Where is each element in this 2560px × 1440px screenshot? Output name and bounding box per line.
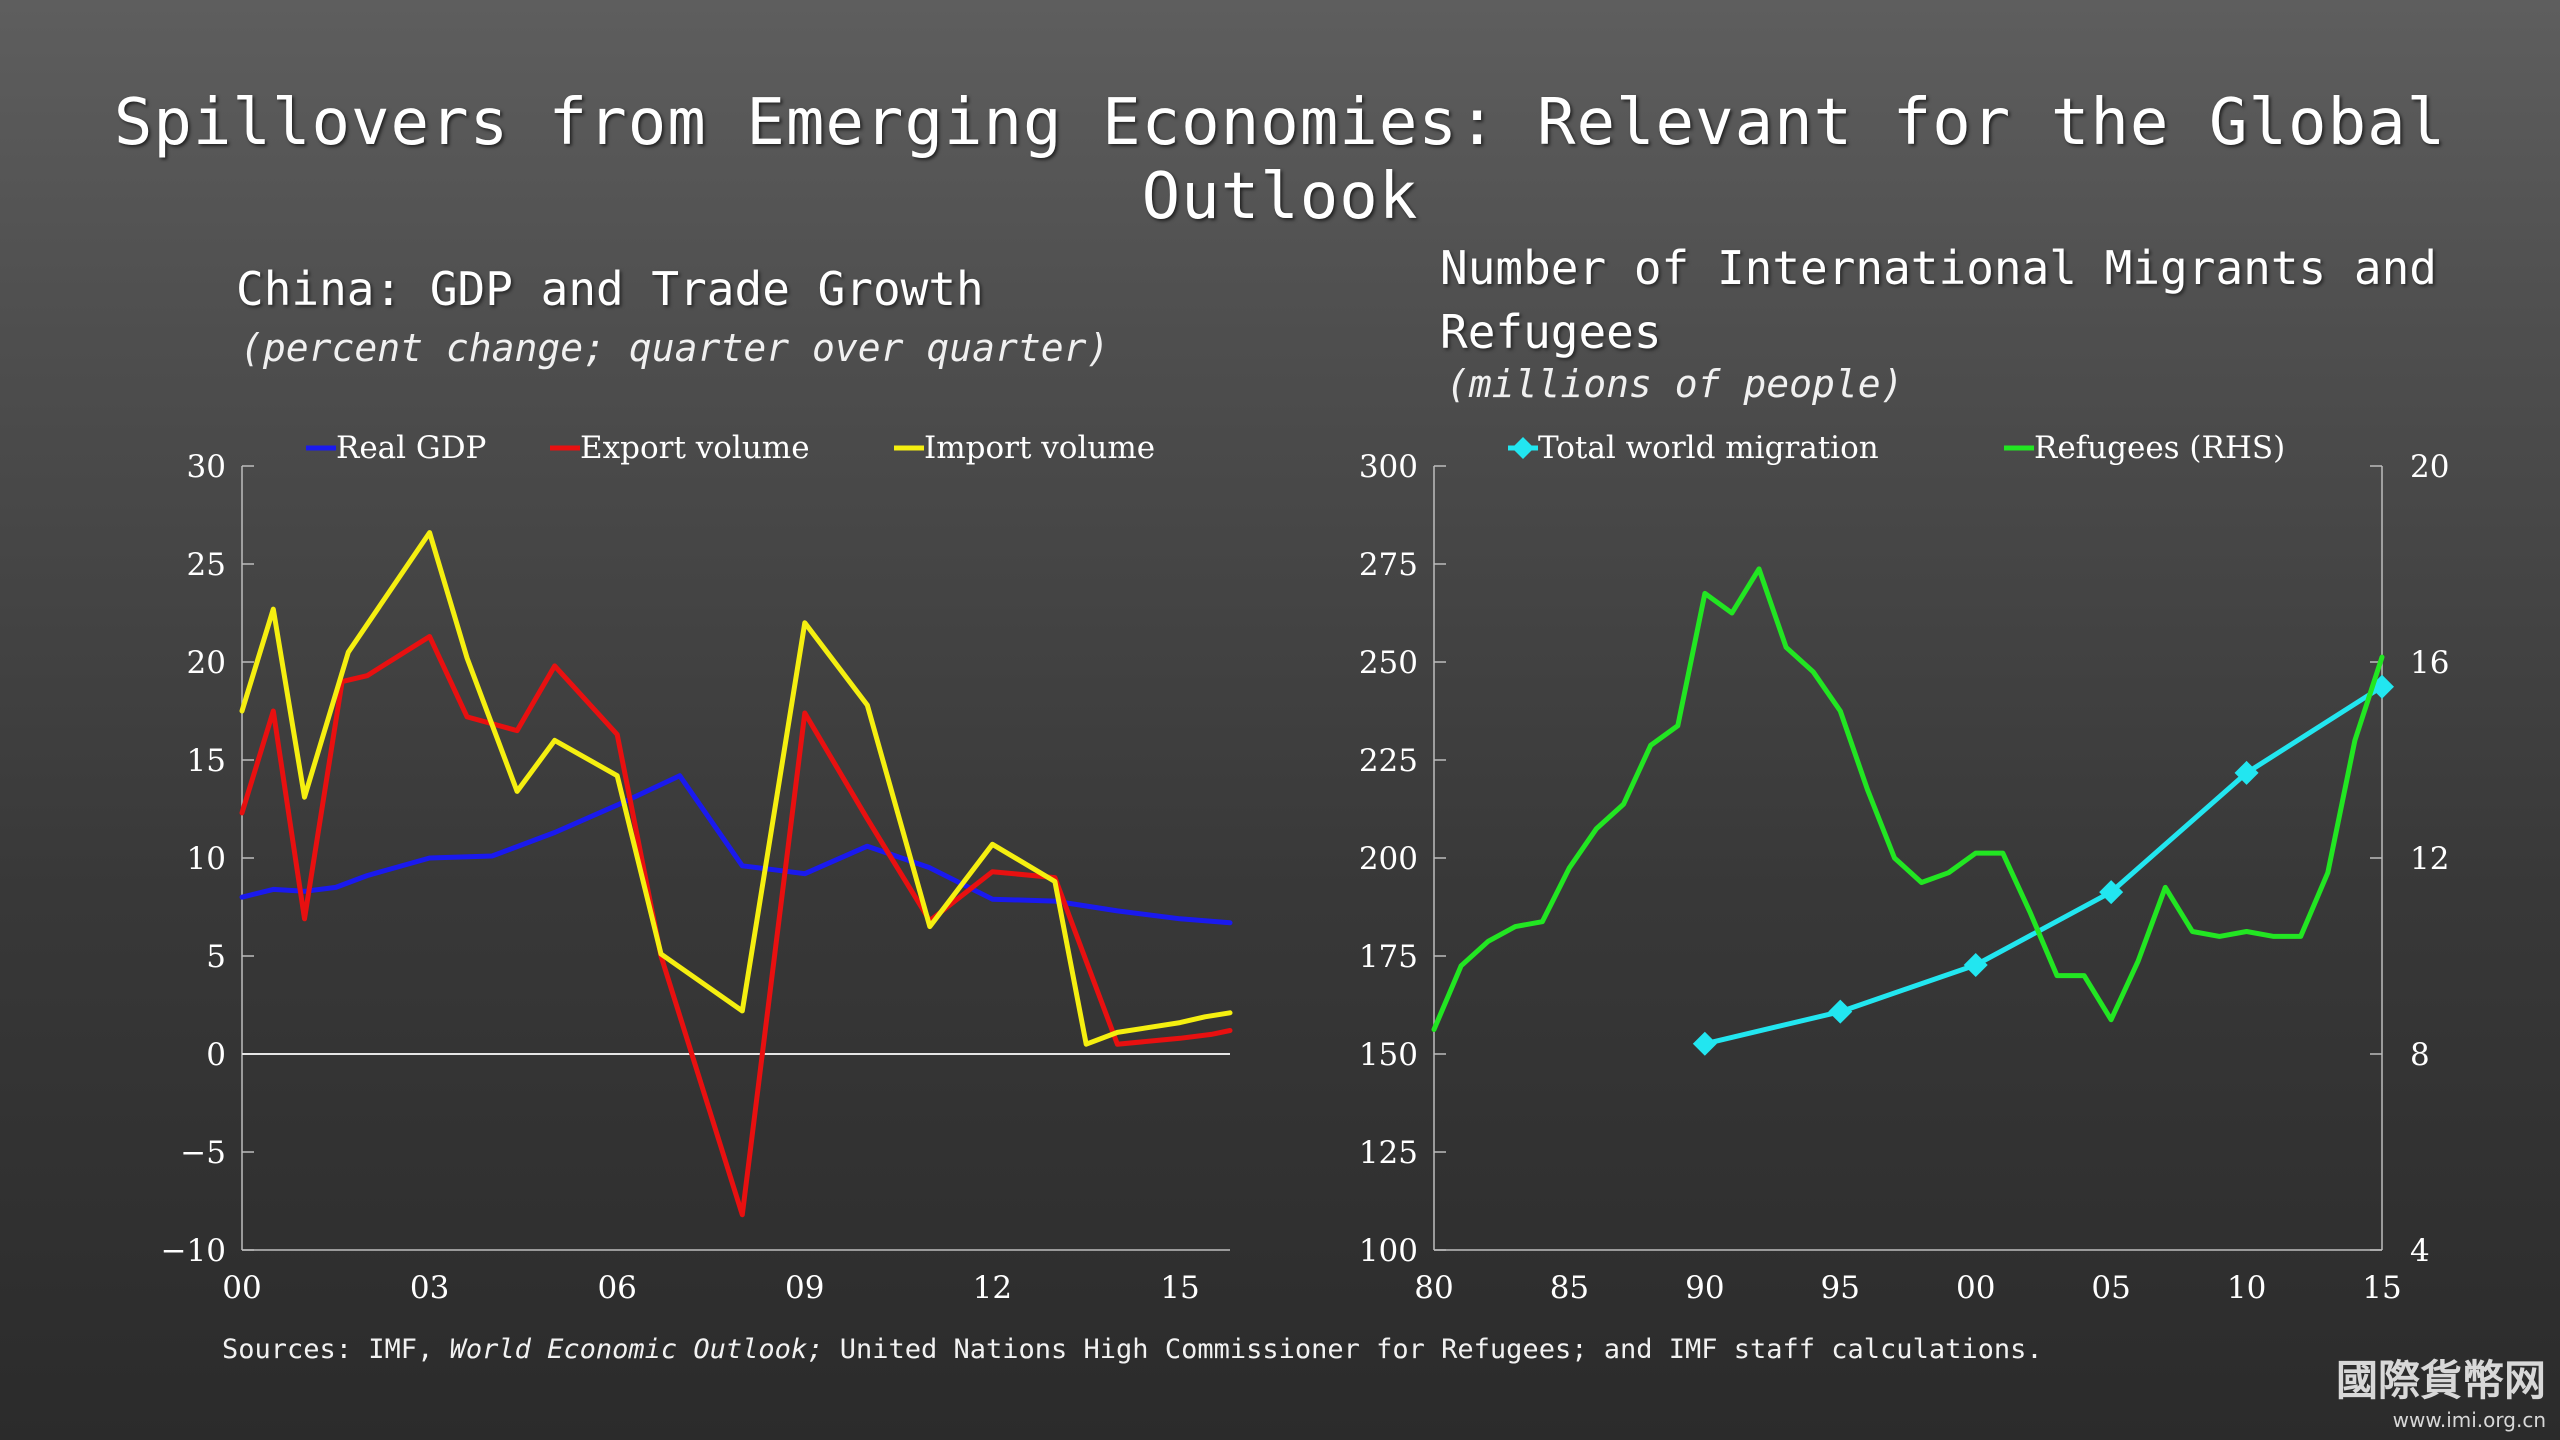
y-tick-label: 250 — [1359, 645, 1418, 681]
y-tick-label: 125 — [1359, 1135, 1418, 1171]
x-tick-label: 06 — [597, 1270, 636, 1306]
y-tick-label: 15 — [187, 743, 226, 779]
y-tick-label: 10 — [187, 841, 226, 877]
chart-2-legend: Total world migration Refugees (RHS) — [1508, 430, 2285, 466]
y-right-tick-label: 12 — [2410, 841, 2449, 877]
x-tick-label: 10 — [2227, 1270, 2266, 1306]
y-tick-label: −5 — [180, 1135, 226, 1171]
x-tick-label: 85 — [1550, 1270, 1589, 1306]
x-tick-label: 09 — [785, 1270, 824, 1306]
chart-1-series — [239, 530, 1233, 1218]
data-point-total-world-migration — [1963, 953, 1988, 978]
china-gdp-trade-chart: −10 −5 0 5 10 15 20 25 30 00 03 06 09 12 15 Real GDP Ex… — [161, 430, 1233, 1306]
legend-label-refugees-rhs: Refugees (RHS) — [2034, 430, 2285, 466]
legend-label-total-world-migration: Total world migration — [1538, 430, 1879, 466]
data-point-total-world-migration — [1692, 1031, 1717, 1056]
data-point-total-world-migration — [2234, 760, 2259, 785]
x-tick-label: 03 — [410, 1270, 449, 1306]
y-tick-label: 100 — [1359, 1233, 1418, 1269]
y-tick-label: 225 — [1359, 743, 1418, 779]
x-tick-label: 95 — [1821, 1270, 1860, 1306]
legend-label-real-gdp: Real GDP — [336, 430, 486, 466]
y-tick-label: 0 — [206, 1037, 226, 1073]
sources-note: Sources: IMF, World Economic Outlook; Un… — [222, 1334, 2043, 1365]
y-right-tick-label: 4 — [2410, 1233, 2430, 1269]
chart-2-grid-axes: 100 125 150 175 200 225 250 275 300 80 85 90 95 00 05 1… — [1359, 449, 2450, 1306]
data-point-total-world-migration — [1828, 999, 1853, 1024]
sources-prefix: Sources: IMF, — [222, 1334, 450, 1365]
y-tick-label: 175 — [1359, 939, 1418, 975]
y-right-tick-label: 20 — [2410, 449, 2449, 485]
series-line-real-gdp — [239, 773, 1233, 926]
slide-title: Spillovers from Emerging Economies: Rele… — [113, 86, 2447, 234]
data-point-total-world-migration — [2099, 880, 2124, 905]
y-tick-label: −10 — [161, 1233, 226, 1269]
legend-label-import-volume: Import volume — [924, 430, 1155, 466]
chart-2-series — [1431, 566, 2394, 1056]
x-tick-label: 90 — [1685, 1270, 1724, 1306]
sources-suffix: United Nations High Commissioner for Ref… — [823, 1334, 2043, 1365]
series-line-import-volume — [239, 530, 1233, 1047]
x-tick-label: 00 — [222, 1270, 261, 1306]
series-line-total-world-migration — [1702, 684, 2385, 1047]
chart-2-subtitle: (millions of people) — [1446, 362, 1904, 406]
chart-1-grid-axes: −10 −5 0 5 10 15 20 25 30 00 03 06 09 12 15 — [161, 449, 1230, 1306]
chart-2-title: Number of International Migrants and Ref… — [1440, 241, 2437, 359]
migrants-refugees-chart: 100 125 150 175 200 225 250 275 300 80 85 90 95 00 05 1… — [1359, 430, 2450, 1306]
y-tick-label: 275 — [1359, 547, 1418, 583]
y-tick-label: 20 — [187, 645, 226, 681]
logo-text: 國際貨幣网 — [2335, 1356, 2546, 1405]
y-tick-label: 150 — [1359, 1037, 1418, 1073]
x-tick-label: 80 — [1414, 1270, 1453, 1306]
logo: 國際貨幣网 www.imi.org.cn — [2336, 1347, 2546, 1432]
chart-1-title: China: GDP and Trade Growth — [236, 262, 984, 316]
x-tick-label: 00 — [1956, 1270, 1995, 1306]
legend-marker-total-world-migration — [1512, 437, 1534, 459]
logo-url: www.imi.org.cn — [2392, 1408, 2546, 1432]
y-right-tick-label: 16 — [2410, 645, 2449, 681]
legend-label-export-volume: Export volume — [580, 430, 810, 466]
x-tick-label: 05 — [2091, 1270, 2130, 1306]
y-tick-label: 30 — [187, 449, 226, 485]
y-tick-label: 200 — [1359, 841, 1418, 877]
chart-1-legend: Real GDP Export volume Import volume — [306, 430, 1155, 466]
series-line-refugees-rhs — [1431, 566, 2385, 1032]
y-right-tick-label: 8 — [2410, 1037, 2430, 1073]
x-tick-label: 15 — [1160, 1270, 1199, 1306]
y-tick-label: 300 — [1359, 449, 1418, 485]
chart-1-subtitle: (percent change; quarter over quarter) — [240, 326, 1110, 370]
y-tick-label: 5 — [206, 939, 226, 975]
sources-italic: World Economic Outlook; — [449, 1334, 824, 1365]
x-tick-label: 15 — [2362, 1270, 2401, 1306]
y-tick-label: 25 — [187, 547, 226, 583]
x-tick-label: 12 — [973, 1270, 1012, 1306]
